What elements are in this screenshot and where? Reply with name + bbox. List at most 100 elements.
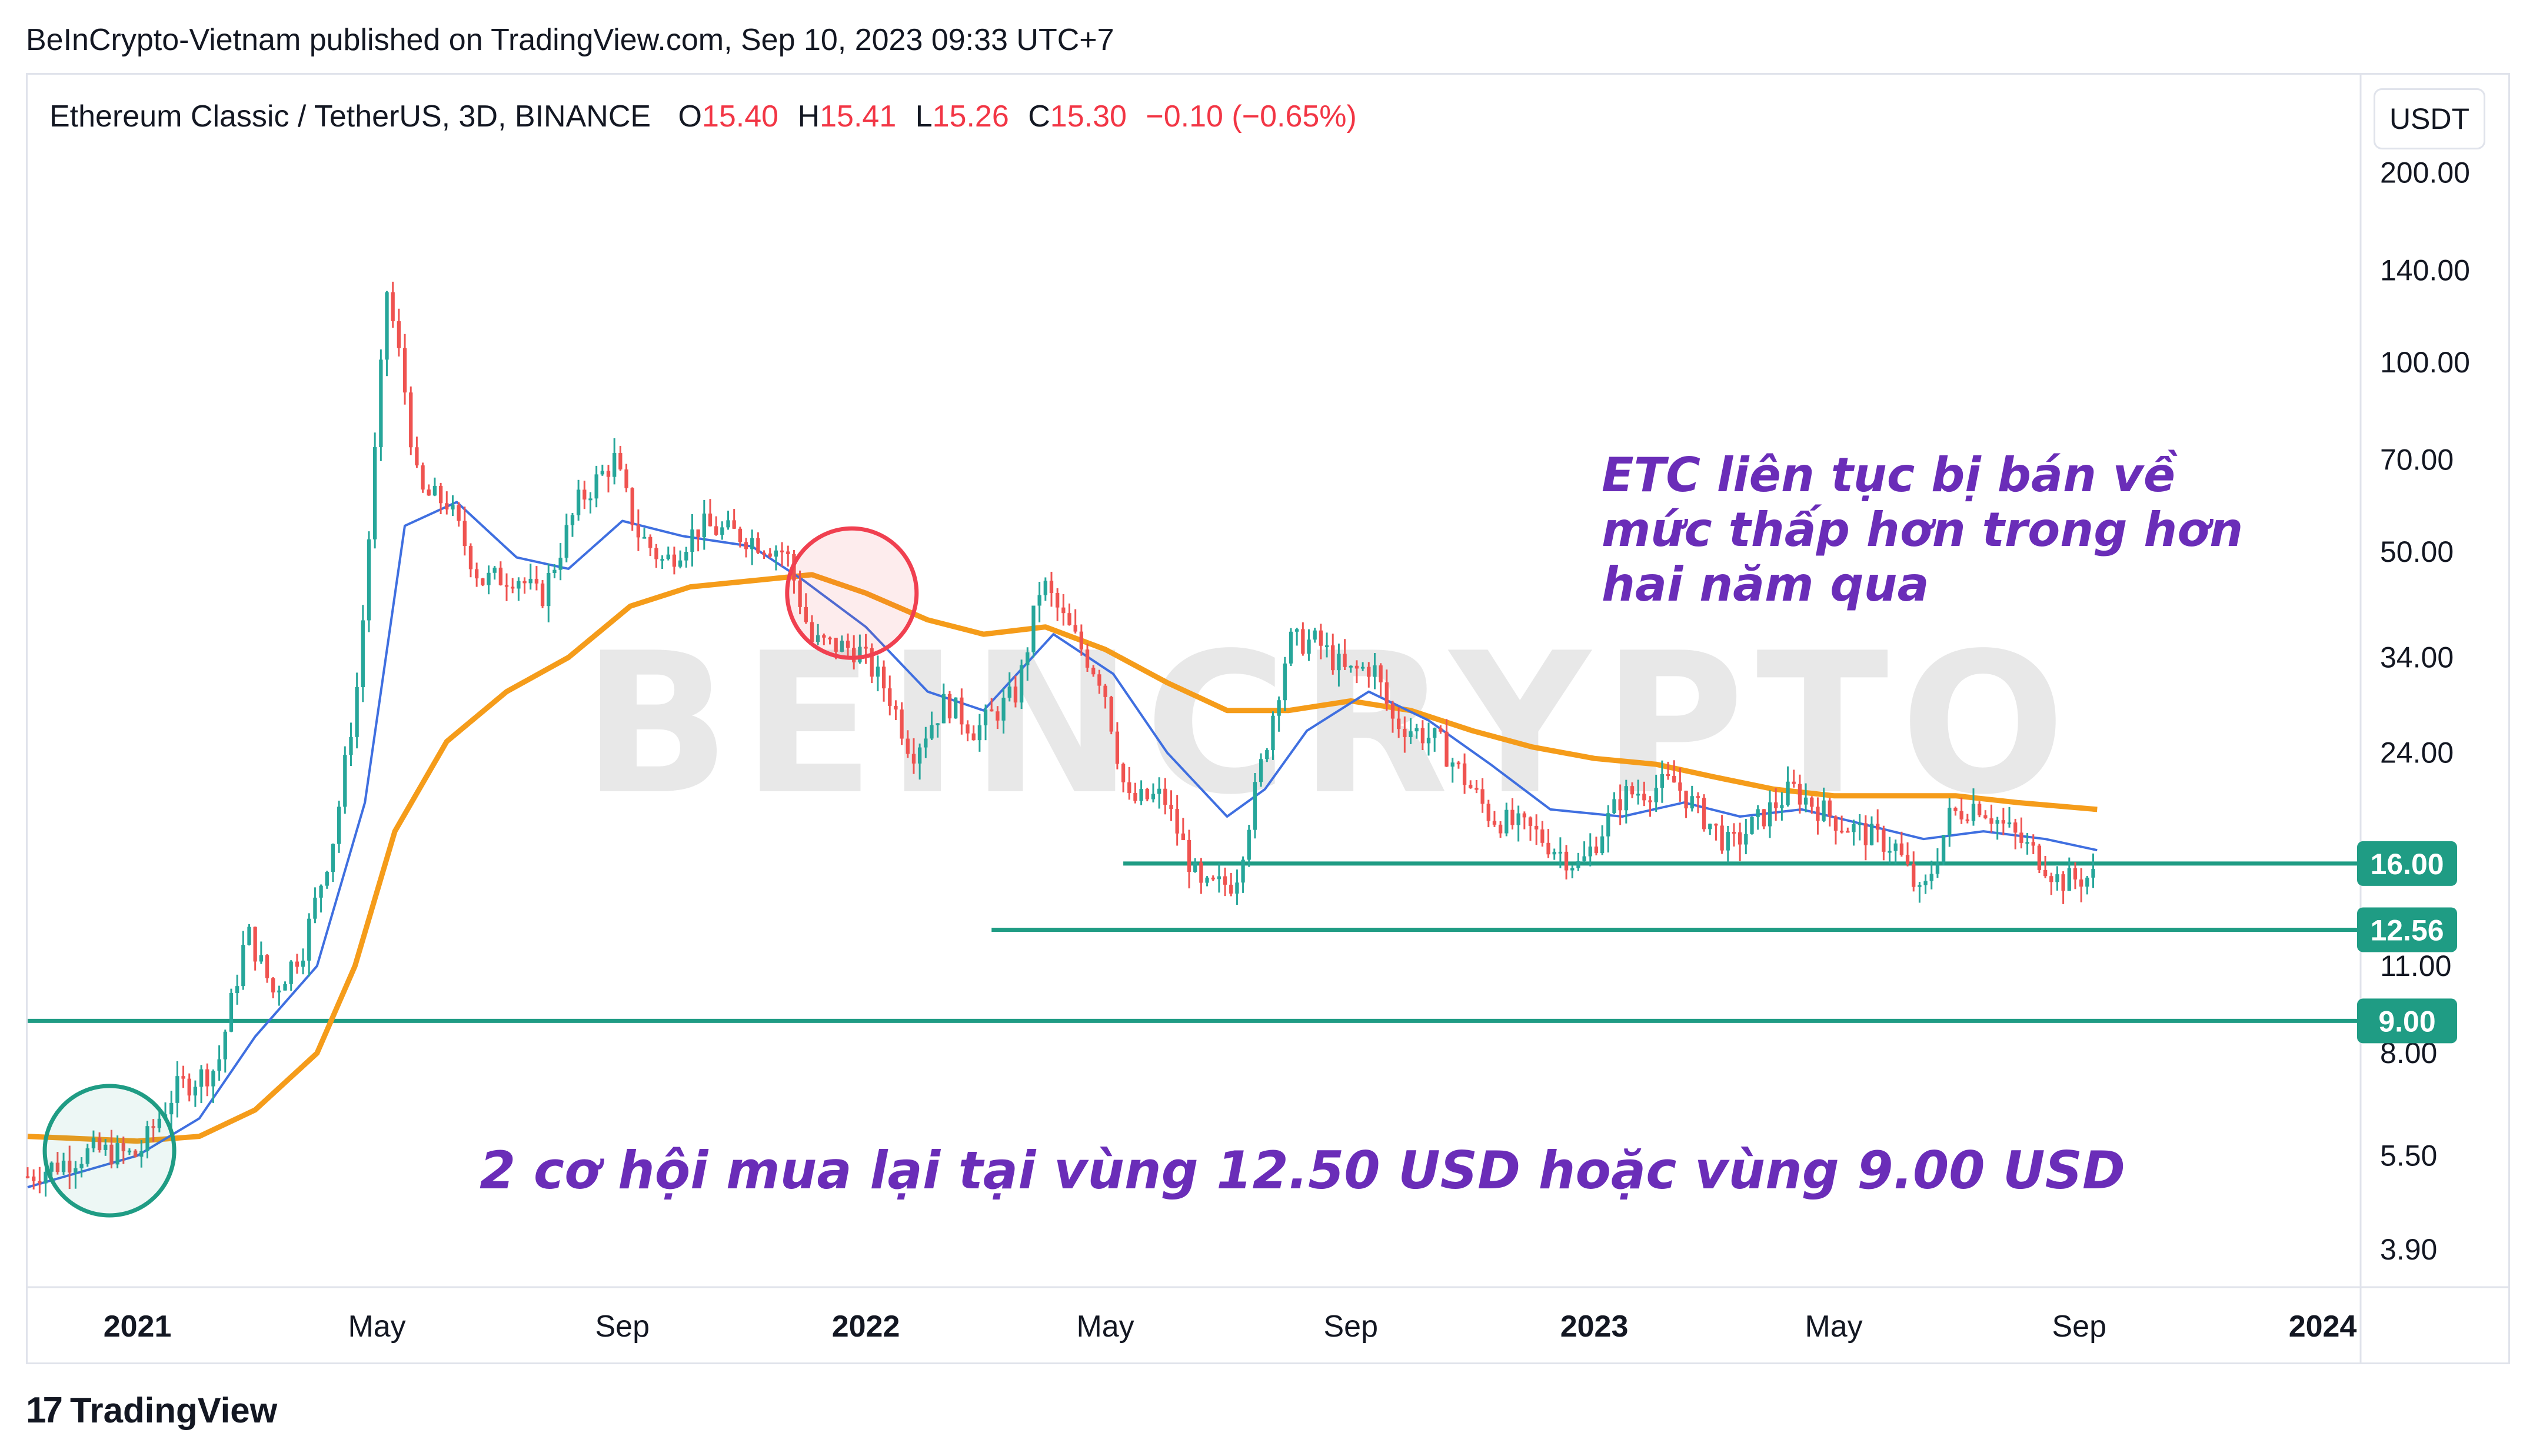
price-tick-label: 24.00 [2380, 736, 2454, 769]
price-tick-label: 3.90 [2380, 1233, 2437, 1266]
candle-body [996, 711, 1000, 721]
candle-body [672, 554, 677, 567]
candle-body [1912, 864, 1916, 887]
candle-body [552, 569, 557, 574]
price-level-label: 12.56 [2370, 914, 2444, 947]
candle-body [1624, 786, 1628, 811]
candle-body [295, 961, 299, 967]
candle-body [1828, 800, 1832, 817]
candle-body [32, 1176, 36, 1181]
candle-body [744, 542, 748, 549]
candle-body [474, 569, 479, 579]
watermark: BEINCRYPTO [583, 611, 2066, 837]
candle-body [1265, 750, 1269, 759]
candle-body [44, 1171, 48, 1184]
candle-body [1313, 630, 1317, 640]
candle-body [983, 709, 988, 725]
candle-body [2067, 868, 2071, 891]
red-highlight-circle [785, 526, 919, 660]
symbol-legend: Ethereum Classic / TetherUS, 3D, BINANCE… [49, 99, 1357, 134]
time-tick-label: 2022 [832, 1310, 900, 1344]
candle-body [828, 637, 832, 639]
candle-body [971, 733, 976, 741]
candle-body [618, 453, 623, 470]
chart-frame [26, 73, 2510, 1364]
candle-body [924, 738, 928, 748]
candle-body [1630, 786, 1635, 795]
candle-body [1636, 794, 1640, 796]
candle-body [1056, 592, 1060, 608]
publisher-line: BeInCrypto-Vietnam published on TradingV… [26, 23, 1114, 57]
candle-body [427, 489, 431, 496]
candle-body [762, 552, 766, 555]
axes: 200.00 140.00 100.00 70.00 50.00 34.00 24.00 16… [26, 73, 2510, 1364]
price-tick-label: 5.50 [2380, 1139, 2437, 1172]
candle-body [307, 918, 311, 961]
candle-body [1331, 645, 1335, 671]
candle-body [1612, 799, 1616, 814]
candle-body [804, 607, 808, 622]
candle-body [1702, 798, 1706, 829]
candle-body [361, 620, 365, 687]
candle-body [1696, 796, 1700, 798]
candle-body [1211, 877, 1215, 879]
candle-body [1535, 825, 1539, 829]
candle-body [1941, 835, 1946, 863]
candle-body [1337, 654, 1341, 671]
candle-body [1253, 782, 1257, 830]
candle-body [1618, 799, 1622, 811]
low-label: L [915, 99, 933, 134]
tradingview-logo[interactable]: 17 TradingView [26, 1390, 277, 1431]
candle-body [175, 1076, 179, 1103]
price-level-label: 9.00 [2378, 1005, 2435, 1038]
currency-button[interactable]: USDT [2374, 88, 2485, 149]
candle-body [241, 945, 245, 987]
candle-body [881, 667, 886, 689]
candle-body [445, 503, 449, 509]
annotation-text: 2 cơ hội mua lại tại vùng 12.50 USD hoặc… [480, 1140, 2125, 1201]
time-tick-label: Sep [1323, 1310, 1378, 1344]
candle-body [1642, 794, 1646, 801]
candle-body [1139, 789, 1143, 801]
candle-body [1469, 785, 1473, 788]
candle-body [1786, 781, 1790, 805]
price-tick-label: 50.00 [2380, 535, 2454, 568]
candle-body [2031, 842, 2035, 846]
candle-body [630, 488, 634, 525]
candle-body [1384, 682, 1389, 704]
candle-body [127, 1150, 132, 1152]
candle-body [947, 694, 952, 719]
candle-body [1397, 718, 1401, 729]
candle-body [451, 505, 455, 509]
candle-body [1235, 882, 1239, 894]
candle-body [253, 927, 257, 962]
candle-body [774, 550, 778, 557]
candle-body [666, 554, 670, 559]
time-tick-label: May [1076, 1310, 1134, 1344]
candle-body [2043, 869, 2048, 877]
candle-body [1540, 829, 1545, 843]
candle-body [402, 348, 407, 393]
candle-body [415, 447, 419, 466]
candle-body [2055, 874, 2059, 882]
candle-body [397, 321, 401, 348]
candle-body [1995, 820, 1999, 824]
candle-body [104, 1144, 108, 1150]
candle-body [277, 990, 281, 992]
candle-body [1516, 813, 1520, 825]
candle-body [49, 1162, 54, 1172]
candle-body [2073, 868, 2078, 879]
candle-body [1283, 663, 1287, 701]
high-value: 15.41 [820, 99, 897, 134]
candle-body [1175, 809, 1179, 834]
candle-body [1187, 839, 1191, 872]
candle-body [1013, 687, 1018, 703]
close-value: 15.30 [1050, 99, 1127, 134]
candle-body [1869, 824, 1874, 845]
candle-body [1678, 782, 1682, 791]
candle-body [1133, 792, 1137, 801]
candle-body [936, 723, 940, 725]
candle-body [211, 1071, 215, 1087]
candle-body [139, 1151, 144, 1157]
